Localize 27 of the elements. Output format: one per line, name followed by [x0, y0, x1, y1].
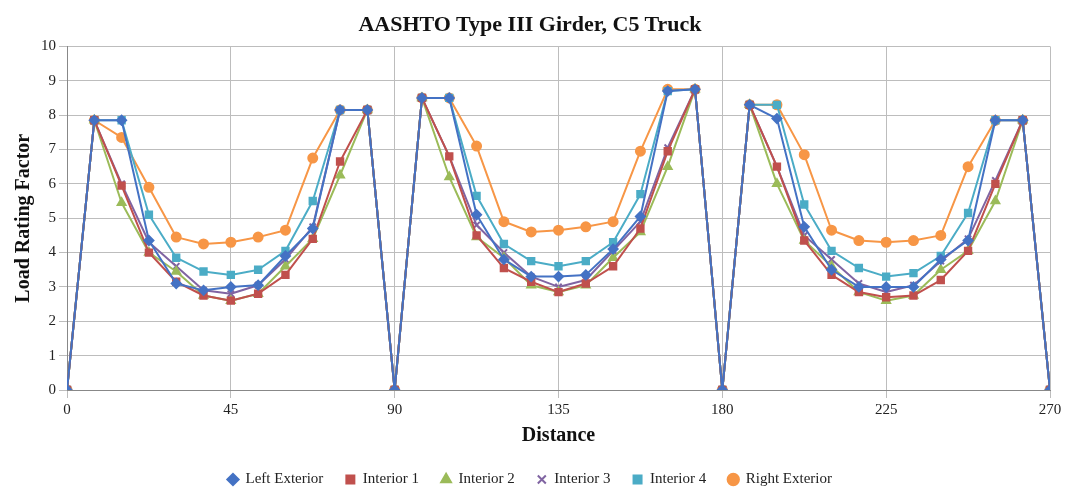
legend-label: Right Exterior [745, 470, 833, 487]
x-tick-label: 45 [223, 400, 239, 417]
legend-label: Interior 1 [362, 470, 420, 487]
legend-label: Interior 2 [458, 470, 515, 487]
y-tick-label: 7 [48, 140, 57, 157]
y-tick-label: 6 [48, 174, 57, 191]
legend-label: Interior 4 [650, 470, 707, 487]
legend-label: Left Exterior [245, 470, 324, 487]
y-axis-title: Load Rating Factor [11, 133, 35, 303]
x-axis-title: Distance [521, 423, 596, 446]
legend-label: Interior 3 [554, 470, 611, 487]
x-tick-label: 90 [387, 400, 403, 417]
y-tick-label: 8 [48, 106, 56, 123]
chart-title: AASHTO Type III Girder, C5 Truck [358, 10, 703, 36]
x-tick-label: 180 [711, 400, 734, 417]
y-tick-label: 10 [41, 37, 56, 54]
y-tick-label: 1 [48, 346, 56, 363]
y-tick-label: 4 [48, 243, 57, 260]
y-tick-label: 0 [48, 380, 56, 397]
y-tick-label: 5 [48, 209, 56, 226]
x-tick-label: 270 [1038, 400, 1062, 417]
x-tick-label: 0 [63, 400, 71, 417]
x-tick-label: 135 [547, 400, 570, 417]
y-tick-label: 9 [48, 71, 56, 88]
y-tick-label: 2 [48, 312, 56, 329]
y-tick-label: 3 [48, 277, 56, 294]
x-tick-label: 225 [874, 400, 898, 417]
